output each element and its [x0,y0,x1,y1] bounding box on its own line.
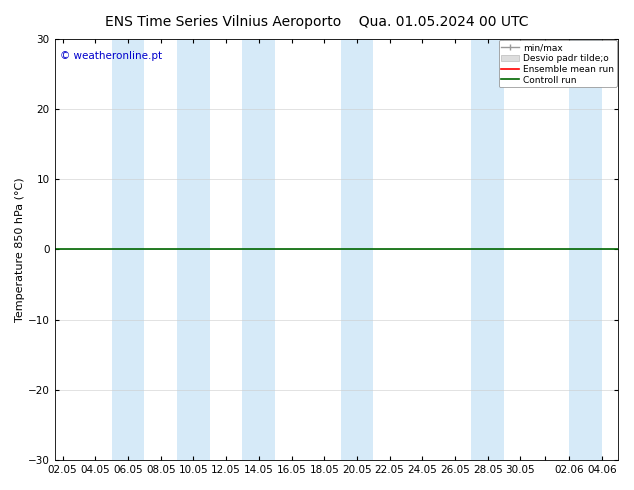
Bar [242,39,275,460]
Bar [112,39,145,460]
Bar [569,39,602,460]
Bar [340,39,373,460]
Text: © weatheronline.pt: © weatheronline.pt [60,51,162,61]
Legend: min/max, Desvio padr tilde;o, Ensemble mean run, Controll run: min/max, Desvio padr tilde;o, Ensemble m… [498,40,617,87]
Bar [471,39,504,460]
Y-axis label: Temperature 850 hPa (°C): Temperature 850 hPa (°C) [15,177,25,321]
Bar [177,39,210,460]
Text: ENS Time Series Vilnius Aeroporto    Qua. 01.05.2024 00 UTC: ENS Time Series Vilnius Aeroporto Qua. 0… [105,15,529,29]
